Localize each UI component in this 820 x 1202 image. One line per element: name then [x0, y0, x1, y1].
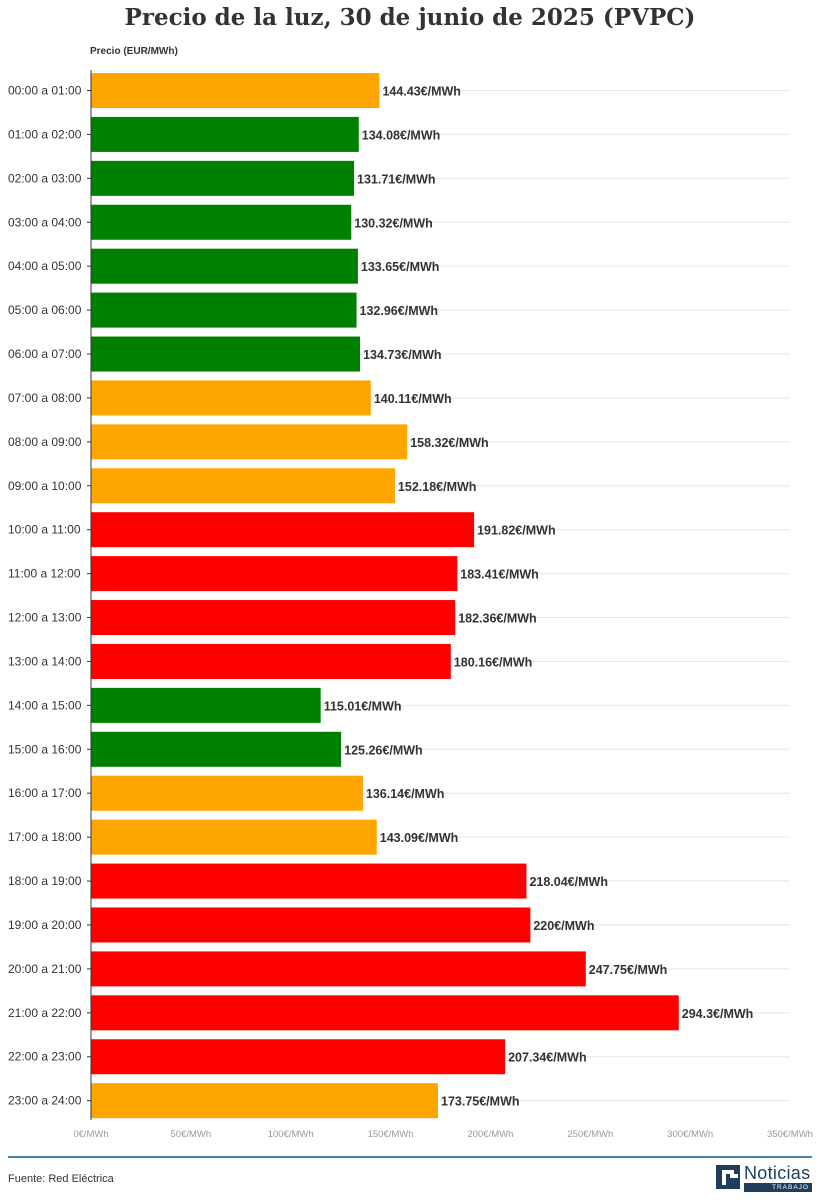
value-label: 294.3€/MWh: [682, 1007, 754, 1021]
bar: [91, 819, 377, 855]
bar: [91, 468, 395, 504]
value-label: 183.41€/MWh: [460, 568, 539, 582]
brand-logo: Noticias TRABAJO: [716, 1163, 812, 1192]
x-tick-label: 50€/MWh: [171, 1129, 212, 1140]
bar: [91, 204, 352, 240]
logo-mark-icon: [716, 1165, 740, 1189]
category-label: 05:00 a 06:00: [8, 303, 82, 317]
value-label: 152.18€/MWh: [398, 480, 477, 494]
value-label: 218.04€/MWh: [529, 875, 608, 889]
value-label: 133.65€/MWh: [361, 260, 440, 274]
category-label: 08:00 a 09:00: [8, 435, 82, 449]
bar: [91, 512, 475, 548]
category-label: 22:00 a 23:00: [8, 1050, 82, 1064]
category-label: 10:00 a 11:00: [8, 523, 81, 537]
category-label: 17:00 a 18:00: [8, 830, 82, 844]
category-label: 07:00 a 08:00: [8, 391, 82, 405]
bar: [91, 116, 359, 152]
bar: [91, 292, 357, 328]
value-label: 132.96€/MWh: [360, 304, 439, 318]
value-label: 115.01€/MWh: [324, 699, 402, 713]
bar: [91, 248, 358, 284]
bar: [91, 951, 586, 987]
category-label: 19:00 a 20:00: [8, 918, 82, 932]
value-label: 136.14€/MWh: [366, 787, 445, 801]
x-tick-label: 200€/MWh: [467, 1129, 513, 1140]
bar: [91, 600, 456, 636]
x-tick-label: 250€/MWh: [567, 1129, 613, 1140]
category-label: 13:00 a 14:00: [8, 654, 82, 668]
category-label: 14:00 a 15:00: [8, 698, 82, 712]
category-label: 12:00 a 13:00: [8, 611, 82, 625]
bar: [91, 687, 321, 723]
value-label: 173.75€/MWh: [441, 1095, 520, 1109]
category-label: 18:00 a 19:00: [8, 874, 82, 888]
value-label: 144.43€/MWh: [382, 85, 461, 99]
bar: [91, 995, 679, 1031]
value-label: 140.11€/MWh: [374, 392, 452, 406]
value-label: 125.26€/MWh: [344, 743, 423, 757]
bar: [91, 731, 342, 767]
category-label: 06:00 a 07:00: [8, 347, 82, 361]
bar: [91, 336, 361, 372]
category-label: 21:00 a 22:00: [8, 1006, 82, 1020]
footer-divider: [8, 1156, 812, 1158]
bar: [91, 643, 451, 679]
value-label: 182.36€/MWh: [458, 612, 537, 626]
category-label: 15:00 a 16:00: [8, 742, 82, 756]
x-tick-label: 0€/MWh: [73, 1129, 108, 1140]
category-label: 09:00 a 10:00: [8, 479, 82, 493]
value-label: 143.09€/MWh: [380, 831, 459, 845]
bar: [91, 380, 371, 416]
value-label: 220€/MWh: [533, 919, 594, 933]
bar: [91, 160, 355, 196]
bar: [91, 863, 527, 899]
source-note: Fuente: Red Eléctrica: [8, 1173, 114, 1185]
x-tick-label: 300€/MWh: [667, 1129, 713, 1140]
bar: [91, 73, 380, 108]
value-label: 158.32€/MWh: [410, 436, 489, 450]
category-label: 23:00 a 24:00: [8, 1094, 82, 1108]
x-tick-label: 100€/MWh: [268, 1129, 314, 1140]
bar: [91, 424, 408, 460]
category-label: 04:00 a 05:00: [8, 259, 82, 273]
category-label: 20:00 a 21:00: [8, 962, 82, 976]
x-tick-label: 350€/MWh: [767, 1129, 813, 1140]
value-label: 134.08€/MWh: [362, 128, 441, 142]
category-label: 16:00 a 17:00: [8, 786, 82, 800]
category-label: 00:00 a 01:00: [8, 84, 82, 98]
bar: [91, 1039, 506, 1075]
value-label: 191.82€/MWh: [477, 524, 556, 538]
bar: [91, 1083, 439, 1119]
category-label: 11:00 a 12:00: [8, 567, 81, 581]
bar-chart: 00:00 a 01:00 144.43€/MWh 01:00 a 02:00 134…: [8, 70, 813, 1140]
bar: [91, 556, 458, 592]
value-label: 180.16€/MWh: [454, 655, 533, 669]
value-label: 134.73€/MWh: [363, 348, 442, 362]
category-label: 01:00 a 02:00: [8, 127, 82, 141]
value-label: 247.75€/MWh: [589, 963, 668, 977]
bar: [91, 775, 363, 811]
axis-label: Precio (EUR/MWh): [90, 46, 178, 57]
chart-title: Precio de la luz, 30 de junio de 2025 (P…: [124, 4, 696, 31]
category-label: 03:00 a 04:00: [8, 215, 82, 229]
bar: [91, 907, 531, 943]
x-tick-label: 150€/MWh: [368, 1129, 414, 1140]
logo-subtext: TRABAJO: [744, 1183, 812, 1192]
value-label: 131.71€/MWh: [357, 172, 436, 186]
value-label: 130.32€/MWh: [354, 216, 433, 230]
category-label: 02:00 a 03:00: [8, 171, 82, 185]
logo-wordmark: Noticias: [744, 1163, 811, 1183]
value-label: 207.34€/MWh: [508, 1051, 587, 1065]
